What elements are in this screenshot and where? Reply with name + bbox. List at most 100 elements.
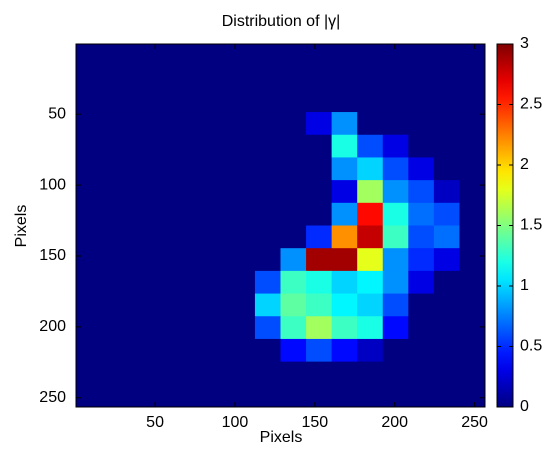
heatmap-cell xyxy=(433,338,460,363)
heatmap-cell xyxy=(408,44,435,68)
heatmap-cell xyxy=(101,89,128,113)
heatmap-cell xyxy=(254,293,281,317)
heatmap-cell xyxy=(331,89,358,113)
heatmap-cell xyxy=(152,361,179,385)
colorbar-tick-label: 0.5 xyxy=(520,338,542,355)
heatmap-cell xyxy=(76,338,102,363)
heatmap-cell xyxy=(101,44,128,68)
heatmap-cell xyxy=(382,384,409,408)
heatmap-cell xyxy=(203,157,230,181)
heatmap-cell xyxy=(459,112,486,136)
heatmap-cell xyxy=(254,384,281,408)
heatmap-cell xyxy=(76,293,102,317)
heatmap-cell xyxy=(306,89,333,113)
heatmap-cell xyxy=(331,157,358,181)
heatmap-cell xyxy=(127,248,154,272)
heatmap-cell xyxy=(152,44,179,68)
heatmap-cell xyxy=(331,66,358,90)
heatmap-cell xyxy=(306,134,333,158)
heatmap-cell xyxy=(382,89,409,113)
heatmap-cell xyxy=(433,293,460,317)
heatmap-cell xyxy=(101,225,128,249)
heatmap-cell xyxy=(178,89,205,113)
heatmap-cell xyxy=(331,384,358,408)
heatmap-cell xyxy=(357,202,384,226)
heatmap-cell xyxy=(280,112,307,136)
heatmap-cell xyxy=(459,225,486,249)
heatmap-cell xyxy=(433,248,460,272)
heatmap-cell xyxy=(229,180,256,204)
heatmap-cell xyxy=(433,225,460,249)
heatmap-cell xyxy=(152,66,179,90)
heatmap-cell xyxy=(382,270,409,294)
heatmap-cell xyxy=(203,44,230,68)
heatmap-cell xyxy=(152,112,179,136)
heatmap-cell xyxy=(331,361,358,385)
heatmap-cell xyxy=(382,157,409,181)
heatmap-cell xyxy=(382,225,409,249)
heatmap-cell xyxy=(357,293,384,317)
x-tick-label: 50 xyxy=(146,414,164,431)
heatmap-cell xyxy=(331,293,358,317)
heatmap-cell xyxy=(357,134,384,158)
heatmap-cell xyxy=(408,338,435,363)
chart-title: Distribution of |γ| xyxy=(222,13,341,30)
heatmap-cell xyxy=(331,44,358,68)
heatmap-cell xyxy=(203,202,230,226)
heatmap-cell xyxy=(408,66,435,90)
heatmap-cell xyxy=(382,202,409,226)
heatmap-cell xyxy=(254,180,281,204)
heatmap-cell xyxy=(152,89,179,113)
heatmap-cell xyxy=(357,338,384,363)
heatmap-cell xyxy=(280,225,307,249)
heatmap-cell xyxy=(254,44,281,68)
heatmap-cell xyxy=(178,361,205,385)
heatmap-cell xyxy=(229,384,256,408)
heatmap-cell xyxy=(331,225,358,249)
heatmap-cell xyxy=(101,248,128,272)
heatmap-cell xyxy=(459,66,486,90)
heatmap-cell xyxy=(76,361,102,385)
heatmap-cell xyxy=(357,89,384,113)
heatmap-cell xyxy=(306,180,333,204)
heatmap-cell xyxy=(127,157,154,181)
heatmap-cell xyxy=(101,134,128,158)
heatmap-cell xyxy=(459,180,486,204)
heatmap-cell xyxy=(76,66,102,90)
heatmap-cell xyxy=(76,157,102,181)
heatmap-cell xyxy=(459,316,486,340)
heatmap-cell xyxy=(178,248,205,272)
heatmap-cell xyxy=(127,361,154,385)
x-tick-label: 150 xyxy=(301,414,328,431)
x-axis-label: Pixels xyxy=(260,429,303,446)
heatmap-cell xyxy=(254,316,281,340)
heatmap-cell xyxy=(229,225,256,249)
heatmap-cell xyxy=(76,134,102,158)
heatmap-cell xyxy=(408,89,435,113)
y-tick-label: 150 xyxy=(39,247,66,264)
heatmap-cell xyxy=(76,44,102,68)
colorbar-tick-label: 1.5 xyxy=(520,217,542,234)
heatmap-cell xyxy=(459,157,486,181)
heatmap-cell xyxy=(280,248,307,272)
heatmap-cell xyxy=(280,338,307,363)
heatmap-cell xyxy=(357,248,384,272)
heatmap-cell xyxy=(203,112,230,136)
heatmap-cell xyxy=(229,338,256,363)
heatmap-cell xyxy=(459,248,486,272)
heatmap-cell xyxy=(306,225,333,249)
heatmap-cell xyxy=(280,361,307,385)
y-tick-label: 100 xyxy=(39,176,66,193)
colorbar-tick-label: 0 xyxy=(520,398,529,415)
heatmap-cell xyxy=(280,384,307,408)
heatmap-cell xyxy=(357,384,384,408)
heatmap-cell xyxy=(203,134,230,158)
heatmap-cell xyxy=(127,225,154,249)
heatmap-cell xyxy=(254,225,281,249)
heatmap-cell xyxy=(101,180,128,204)
heatmap-cell xyxy=(382,338,409,363)
heatmap-cell xyxy=(101,361,128,385)
heatmap-cell xyxy=(152,270,179,294)
heatmap-cell xyxy=(76,384,102,408)
